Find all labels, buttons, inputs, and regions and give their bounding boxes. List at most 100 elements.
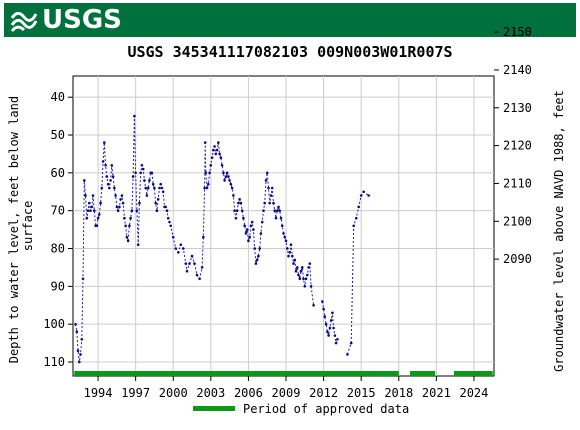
data-point: [128, 224, 131, 228]
data-point: [184, 262, 188, 265]
data-point: [352, 224, 356, 228]
data-point: [333, 334, 337, 337]
usgs-wave-icon: [10, 11, 38, 32]
data-point: [307, 266, 310, 269]
data-point: [287, 254, 290, 258]
data-point: [121, 201, 125, 205]
data-point: [224, 175, 228, 178]
data-point: [144, 186, 147, 190]
data-point: [113, 186, 116, 190]
data-point: [288, 251, 292, 254]
x-tick-label: 2000: [159, 386, 188, 400]
data-point: [321, 300, 324, 303]
usgs-logo[interactable]: USGS: [10, 4, 122, 36]
data-point: [227, 175, 230, 178]
data-point: [286, 247, 289, 250]
data-point: [248, 235, 251, 239]
data-point: [280, 224, 284, 228]
data-point: [135, 209, 139, 212]
data-point: [143, 179, 146, 182]
data-point: [322, 307, 325, 311]
data-point: [131, 175, 135, 178]
data-point: [245, 228, 249, 231]
data-point: [215, 148, 219, 152]
data-point: [185, 269, 189, 273]
data-point: [74, 322, 77, 326]
approved-periods: [74, 371, 493, 376]
data-point: [282, 232, 285, 235]
data-point: [331, 311, 334, 315]
data-point: [257, 254, 260, 258]
data-point: [309, 285, 313, 288]
x-tick-label: 2012: [309, 386, 338, 400]
data-point: [140, 164, 144, 167]
data-point: [247, 239, 250, 243]
data-point: [208, 171, 211, 175]
data-point: [150, 171, 154, 175]
data-point: [234, 216, 238, 220]
data-point: [220, 164, 224, 167]
y-left-tick-label: 110: [43, 355, 65, 369]
data-point: [106, 182, 110, 186]
data-point: [188, 262, 191, 265]
y-right-tick-label: 2090: [503, 252, 532, 266]
y-right-tick-label: 2110: [503, 176, 532, 190]
data-point: [118, 205, 121, 209]
data-point: [155, 209, 159, 212]
y-right-tick-label: 2100: [503, 214, 532, 228]
data-point: [230, 186, 234, 190]
data-point: [169, 224, 172, 228]
data-point: [139, 171, 142, 175]
data-point: [177, 251, 180, 254]
y-right-tick-label: 2140: [503, 63, 532, 77]
data-point: [253, 247, 256, 250]
data-point: [291, 254, 294, 258]
data-point: [212, 148, 215, 152]
data-point: [214, 152, 218, 156]
data-point: [222, 171, 225, 175]
data-point: [78, 360, 81, 364]
data-point: [133, 114, 136, 118]
grid: [73, 76, 494, 376]
data-point: [84, 194, 87, 197]
data-point: [166, 216, 170, 220]
data-point: [105, 175, 109, 178]
data-point: [156, 198, 160, 201]
data-point: [79, 353, 82, 356]
data-point: [210, 156, 214, 159]
data-point: [123, 216, 126, 220]
data-point: [86, 209, 90, 212]
y-left-tick-label: 50: [51, 128, 65, 142]
data-point: [174, 247, 177, 250]
x-tick-label: 2009: [272, 386, 301, 400]
data-point: [283, 235, 287, 239]
y-left-tick-label: 90: [51, 279, 65, 293]
data-point: [219, 156, 223, 159]
x-tick-label: 2024: [459, 386, 488, 400]
data-point: [126, 239, 130, 243]
data-point: [244, 232, 248, 235]
y-axis-left: 40 50 60 70 80 90 100 110: [43, 90, 73, 369]
y-left-tick-label: 70: [51, 204, 65, 218]
y-left-tick-label: 60: [51, 166, 65, 180]
data-point: [264, 179, 268, 182]
data-point: [299, 269, 303, 273]
data-point: [100, 186, 104, 190]
data-point: [193, 262, 196, 265]
data-point: [88, 201, 91, 205]
y-axis-left-label: Depth to water level, feet below land su…: [7, 89, 35, 364]
data-point: [138, 201, 141, 205]
data-point: [294, 269, 298, 273]
y-left-tick-label: 40: [51, 90, 65, 104]
x-tick-label: 2003: [196, 386, 225, 400]
approved-period-bar: [74, 371, 399, 376]
data-point: [93, 209, 96, 212]
data-point: [125, 235, 129, 239]
data-point: [240, 209, 244, 212]
data-point: [249, 224, 253, 228]
data-point: [334, 341, 338, 345]
data-point: [332, 326, 335, 330]
data-point: [145, 194, 149, 197]
data-point: [81, 277, 85, 281]
data-point: [213, 145, 216, 148]
